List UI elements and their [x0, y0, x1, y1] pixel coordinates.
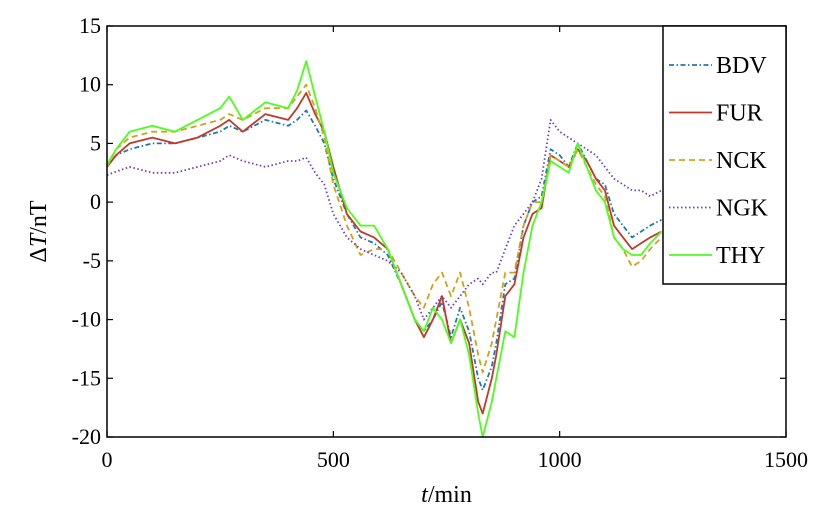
y-tick-label: -5: [83, 248, 101, 273]
x-axis-title-unit: /min: [428, 482, 472, 508]
series-line-nck: [106, 83, 663, 374]
y-axis-title-prefix: Δ: [26, 247, 52, 262]
legend-label: NGK: [716, 196, 769, 222]
legend-item-fur: FUR: [669, 101, 763, 127]
x-axis-title-italic: t: [421, 482, 429, 508]
y-tick-label: 10: [79, 72, 101, 97]
legend-label: BDV: [716, 53, 767, 79]
y-tick-label: 0: [90, 189, 101, 214]
legend-box: [662, 25, 787, 285]
legend-item-bdv: BDV: [669, 53, 767, 79]
legend-items: BDV FUR NCK NGK THY: [669, 53, 769, 269]
legend-item-ngk: NGK: [669, 196, 769, 222]
x-tick-label: 500: [317, 447, 350, 472]
legend-label: FUR: [716, 101, 763, 127]
legend-item-thy: THY: [669, 243, 765, 269]
y-axis-title-unit: /nT: [26, 200, 52, 234]
series-layer: [106, 60, 663, 438]
series-line-thy: [106, 60, 663, 438]
series-line-ngk: [106, 119, 662, 321]
y-tick-label: -20: [72, 424, 101, 449]
y-tick-label: -10: [72, 307, 101, 332]
legend-label: THY: [716, 243, 765, 269]
y-tick-label: 5: [90, 130, 101, 155]
y-tick-label: 15: [79, 13, 101, 38]
x-tick-label: 1000: [538, 447, 582, 472]
tick-labels-layer: 0 500 1000 1500 -20 -15 -10 -5 0 5 10 15: [72, 13, 808, 472]
y-tick-label: -15: [72, 365, 101, 390]
legend-label: NCK: [716, 148, 767, 174]
legend: BDV FUR NCK NGK THY: [662, 25, 787, 285]
series-line-fur: [106, 92, 662, 415]
legend-item-nck: NCK: [669, 148, 767, 174]
y-axis-title: ΔT/nT: [26, 200, 52, 262]
x-axis-title: t/min: [421, 482, 472, 508]
series-line-bdv: [106, 109, 662, 391]
x-tick-label: 1500: [764, 447, 808, 472]
y-axis-title-italic: T: [26, 232, 52, 247]
x-tick-label: 0: [102, 447, 113, 472]
